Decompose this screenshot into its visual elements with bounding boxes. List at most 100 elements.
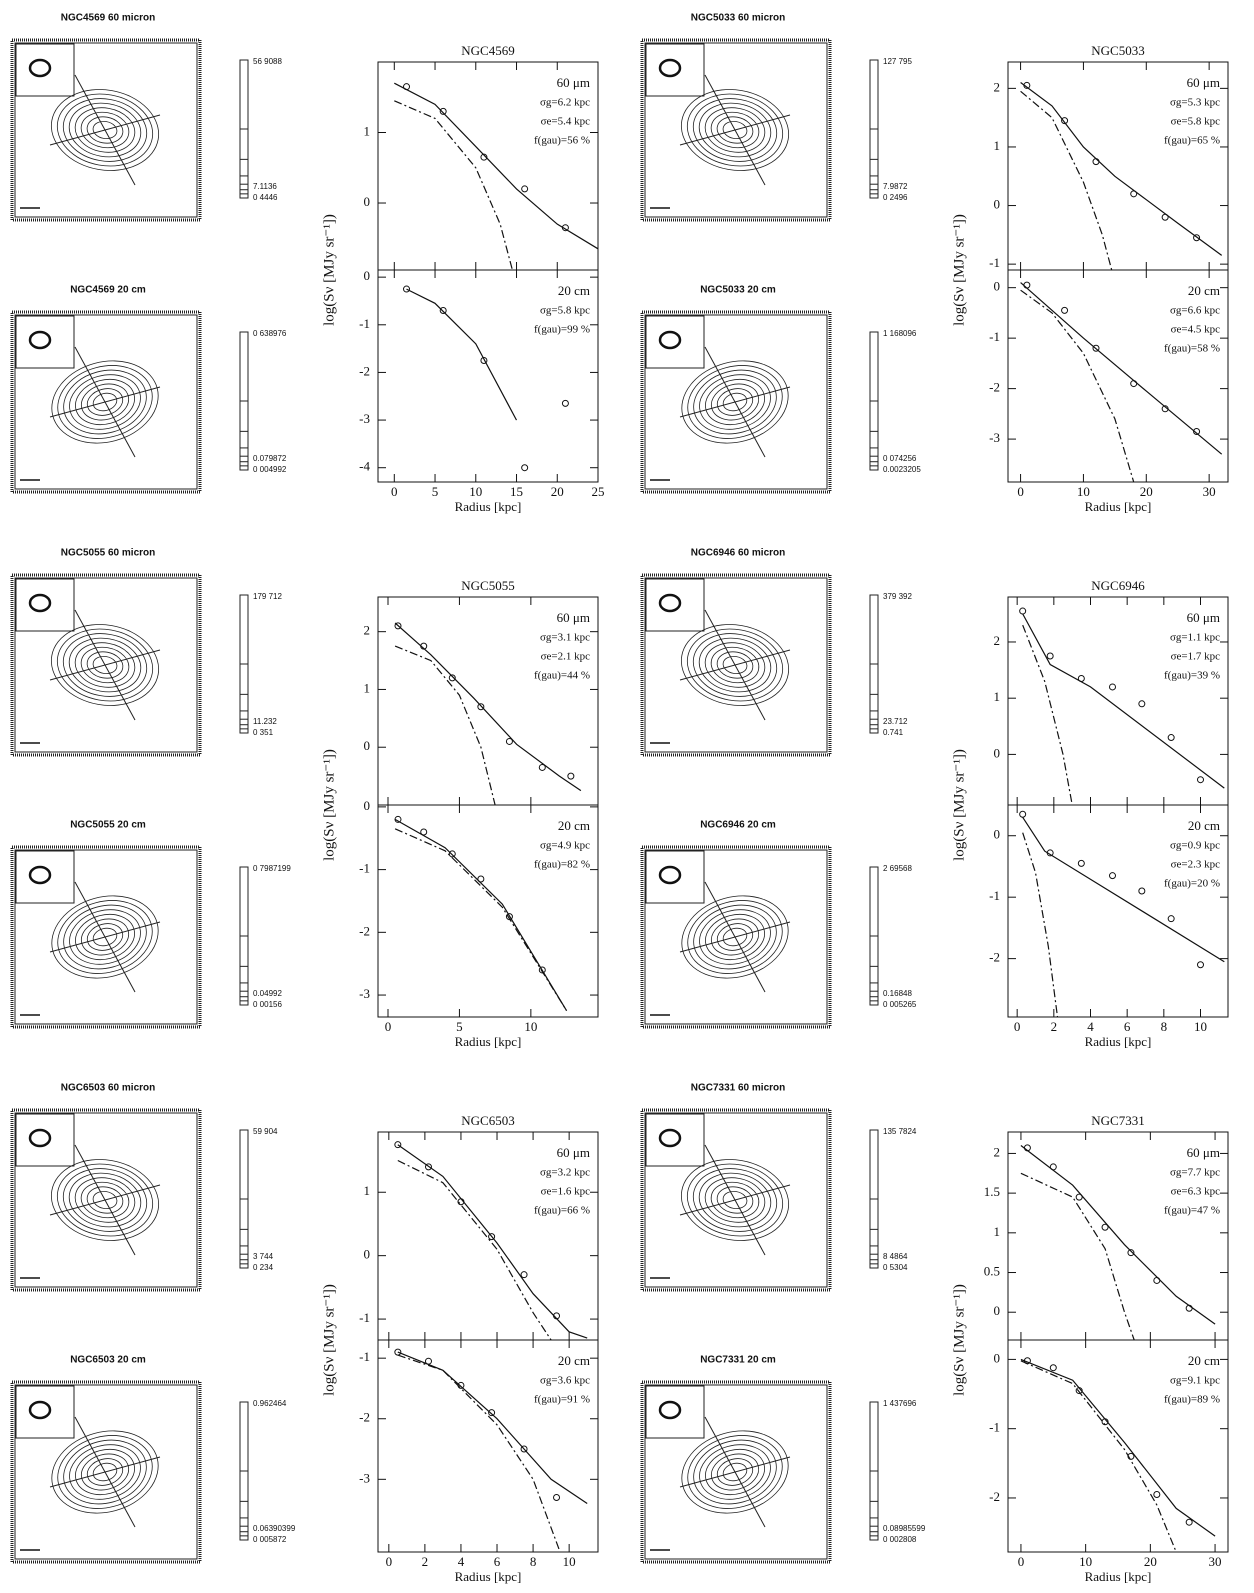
panel-label: σg=9.1 kpc — [1170, 1375, 1220, 1387]
total-fit — [1020, 1358, 1216, 1537]
scale-label: 0.962464 — [253, 1399, 287, 1408]
contour — [722, 120, 748, 140]
panel-frame — [1007, 596, 1229, 806]
panel-label: σg=4.9 kpc — [540, 840, 590, 852]
map-frame-inner — [644, 314, 828, 490]
beam-box — [15, 1385, 75, 1439]
map-title: NGC6503 60 micron — [61, 1083, 156, 1094]
gaussian-fit — [1022, 832, 1059, 1018]
scale-label: 0 234 — [253, 1263, 274, 1272]
data-point — [538, 763, 546, 771]
panel-label: σe=1.7 kpc — [1171, 651, 1221, 663]
scale-label: 7.1136 — [253, 182, 277, 191]
chart-title: NGC6503 — [461, 1113, 514, 1128]
gaussian-fit — [397, 1159, 552, 1341]
axis-cross — [49, 921, 161, 953]
panel-label: σg=6.6 kpc — [1170, 305, 1220, 317]
total-fit — [1020, 82, 1223, 256]
scale-label: 179 712 — [253, 592, 282, 601]
panel-label: f(gau)=65 % — [1164, 135, 1220, 147]
map-frame-inner — [14, 849, 198, 1025]
y-tick-label: 2 — [994, 1144, 1001, 1159]
y-tick-label: 2 — [994, 79, 1001, 94]
y-axis-label: log(Sν [MJy sr⁻¹]) — [951, 214, 967, 326]
total-fit — [1020, 1145, 1216, 1325]
contour — [74, 642, 136, 688]
panel-label: σg=6.2 kpc — [540, 97, 590, 109]
x-tick-label: 4 — [458, 1554, 465, 1569]
map-frame — [10, 1108, 202, 1292]
map-frame-inner — [644, 849, 828, 1025]
panel-label: σg=1.1 kpc — [1170, 632, 1220, 644]
map-frame-inner — [14, 577, 198, 753]
contour — [710, 111, 760, 149]
map-title: NGC6946 60 micron — [691, 548, 786, 559]
total-fit — [394, 622, 582, 792]
contour — [74, 1177, 136, 1223]
gaussian-fit — [394, 100, 513, 271]
panel-frame — [1007, 804, 1229, 1018]
total-fit — [1022, 613, 1225, 789]
data-point — [520, 1271, 528, 1279]
y-axis-label: log(Sν [MJy sr⁻¹]) — [951, 749, 967, 861]
contour — [692, 633, 778, 697]
x-tick-label: 0 — [1017, 484, 1024, 499]
contour — [80, 111, 130, 149]
total-fit — [1022, 816, 1225, 963]
x-axis-label: Radius [kpc] — [455, 1569, 522, 1584]
scale-label: 0 5304 — [883, 1263, 908, 1272]
panel-label: f(gau)=44 % — [534, 670, 590, 682]
scale-label: 11.232 — [253, 717, 277, 726]
scale-label: 0.0023205 — [883, 465, 921, 474]
x-tick-label: 10 — [524, 1019, 537, 1034]
contour — [716, 651, 754, 679]
y-tick-label: -1 — [989, 1420, 1000, 1435]
y-tick-label: 1 — [364, 1183, 371, 1198]
map-title: NGC6946 20 cm — [700, 820, 776, 831]
gaussian-fit — [1020, 90, 1113, 271]
panel-frame — [1007, 269, 1229, 483]
map-frame — [10, 845, 202, 1029]
scale-label: 0.079872 — [253, 454, 287, 463]
scale-label: 0 00156 — [253, 1000, 282, 1009]
beam-box — [645, 850, 705, 904]
panel-label: f(gau)=20 % — [1164, 878, 1220, 890]
panel-label: 60 μm — [557, 1145, 590, 1160]
scale-label: 56 9088 — [253, 57, 282, 66]
contour — [686, 1163, 784, 1237]
beam — [658, 1400, 682, 1420]
map-frame-inner — [644, 1384, 828, 1560]
contour — [86, 651, 124, 679]
scale-label: 0 4446 — [253, 193, 278, 202]
data-point — [1193, 428, 1201, 436]
panel-label: σg=3.6 kpc — [540, 1375, 590, 1387]
panel-label: 60 μm — [1187, 1145, 1220, 1160]
contour — [698, 637, 772, 693]
x-tick-label: 20 — [551, 484, 564, 499]
x-axis-label: Radius [kpc] — [1085, 1034, 1152, 1049]
x-tick-label: 10 — [469, 484, 482, 499]
map-title: NGC7331 20 cm — [700, 1355, 776, 1366]
x-tick-label: 15 — [510, 484, 523, 499]
y-axis-label: log(Sν [MJy sr⁻¹]) — [321, 214, 337, 326]
contour — [68, 1172, 142, 1228]
data-point — [1023, 281, 1031, 289]
contour — [56, 628, 154, 702]
x-axis-label: Radius [kpc] — [1085, 1569, 1152, 1584]
x-tick-label: 5 — [432, 484, 439, 499]
beam-box — [15, 578, 75, 632]
scale-label: 3 744 — [253, 1252, 274, 1261]
gaussian-fit — [1020, 289, 1135, 483]
y-tick-label: 1 — [364, 680, 371, 695]
panel-label: 60 μm — [1187, 610, 1220, 625]
scale-label: 8 4864 — [883, 1252, 908, 1261]
beam-box — [645, 1113, 705, 1167]
contour — [704, 107, 766, 153]
contour — [50, 89, 160, 171]
beam — [658, 58, 682, 78]
axis-cross — [679, 649, 791, 681]
panel-frame — [377, 804, 599, 1018]
scale-label: 0 638976 — [253, 329, 287, 338]
data-point — [1061, 306, 1069, 314]
